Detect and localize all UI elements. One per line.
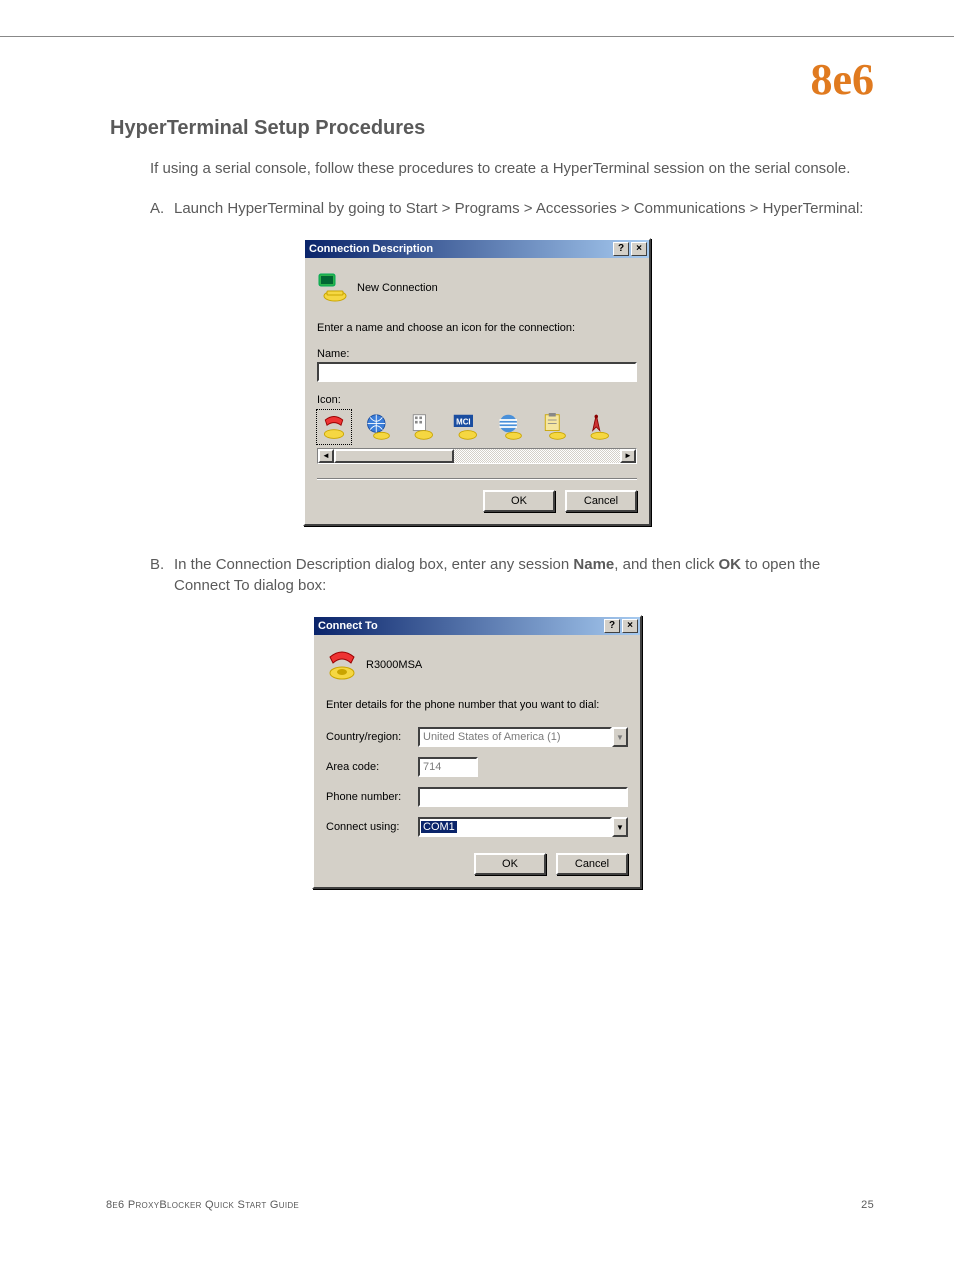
help-button[interactable]: ? — [604, 619, 620, 633]
icon-picker[interactable]: MCI — [317, 408, 637, 446]
dropdown-arrow-icon[interactable]: ▼ — [612, 817, 628, 837]
session-icon — [326, 649, 358, 681]
help-button[interactable]: ? — [613, 242, 629, 256]
section-heading: HyperTerminal Setup Procedures — [110, 117, 874, 140]
dialog1-titlebar: Connection Description ? × — [305, 240, 649, 258]
country-value: United States of America (1) — [418, 727, 612, 747]
area-code-label: Area code: — [326, 761, 418, 773]
dialog1-title: Connection Description — [309, 243, 611, 255]
cancel-button[interactable]: Cancel — [565, 490, 637, 512]
country-label: Country/region: — [326, 731, 418, 743]
divider — [317, 478, 637, 480]
dialog2-title: Connect To — [318, 620, 602, 632]
step-a-text: Launch HyperTerminal by going to Start >… — [174, 198, 874, 220]
cancel-button[interactable]: Cancel — [556, 853, 628, 875]
scroll-thumb[interactable] — [334, 449, 454, 463]
icon-option-phone[interactable] — [319, 412, 349, 442]
ok-button[interactable]: OK — [474, 853, 546, 875]
name-label: Name: — [317, 348, 637, 360]
step-a-letter: A. — [150, 198, 174, 220]
icon-option-att[interactable] — [495, 412, 525, 442]
icon-option-building[interactable] — [407, 412, 437, 442]
hyperterminal-icon — [317, 272, 349, 304]
country-dropdown: United States of America (1) ▼ — [418, 727, 628, 747]
icon-option-clipboard[interactable] — [539, 412, 569, 442]
page-footer: 8e6 ProxyBlocker Quick Start Guide 25 — [106, 1199, 874, 1211]
header-rule — [0, 36, 954, 37]
step-a: A. Launch HyperTerminal by going to Star… — [150, 198, 874, 220]
close-button[interactable]: × — [631, 242, 647, 256]
connect-using-value[interactable]: COM1 — [418, 817, 612, 837]
phone-number-label: Phone number: — [326, 791, 418, 803]
dialog2-titlebar: Connect To ? × — [314, 617, 640, 635]
dialog2-prompt: Enter details for the phone number that … — [326, 699, 628, 711]
step-b-letter: B. — [150, 554, 174, 598]
scroll-track[interactable] — [454, 449, 620, 463]
svg-text:MCI: MCI — [456, 417, 470, 426]
dropdown-arrow-icon: ▼ — [612, 727, 628, 747]
phone-number-input[interactable] — [418, 787, 628, 807]
icon-option-mci[interactable]: MCI — [451, 412, 481, 442]
page-number: 25 — [861, 1199, 874, 1211]
intro-paragraph: If using a serial console, follow these … — [150, 158, 874, 180]
icon-option-globe[interactable] — [363, 412, 393, 442]
step-b: B. In the Connection Description dialog … — [150, 554, 874, 598]
dialog1-prompt: Enter a name and choose an icon for the … — [317, 322, 637, 334]
step-b-text: In the Connection Description dialog box… — [174, 554, 874, 598]
session-name-label: R3000MSA — [366, 659, 422, 671]
connect-using-label: Connect using: — [326, 821, 418, 833]
close-button[interactable]: × — [622, 619, 638, 633]
icon-scrollbar[interactable]: ◄ ► — [317, 448, 637, 464]
connect-to-dialog: Connect To ? × R3000MSA Enter details fo… — [312, 615, 642, 889]
name-input[interactable] — [317, 362, 637, 382]
brand-logo: 8e6 — [804, 58, 874, 102]
scroll-right-button[interactable]: ► — [620, 449, 636, 463]
icon-label: Icon: — [317, 394, 637, 406]
icon-option-compass[interactable] — [583, 412, 613, 442]
ok-button[interactable]: OK — [483, 490, 555, 512]
scroll-left-button[interactable]: ◄ — [318, 449, 334, 463]
footer-title: 8e6 ProxyBlocker Quick Start Guide — [106, 1199, 299, 1211]
new-connection-label: New Connection — [357, 282, 438, 294]
area-code-input: 714 — [418, 757, 478, 777]
connect-using-dropdown[interactable]: COM1 ▼ — [418, 817, 628, 837]
connection-description-dialog: Connection Description ? × New Connectio… — [303, 238, 651, 526]
